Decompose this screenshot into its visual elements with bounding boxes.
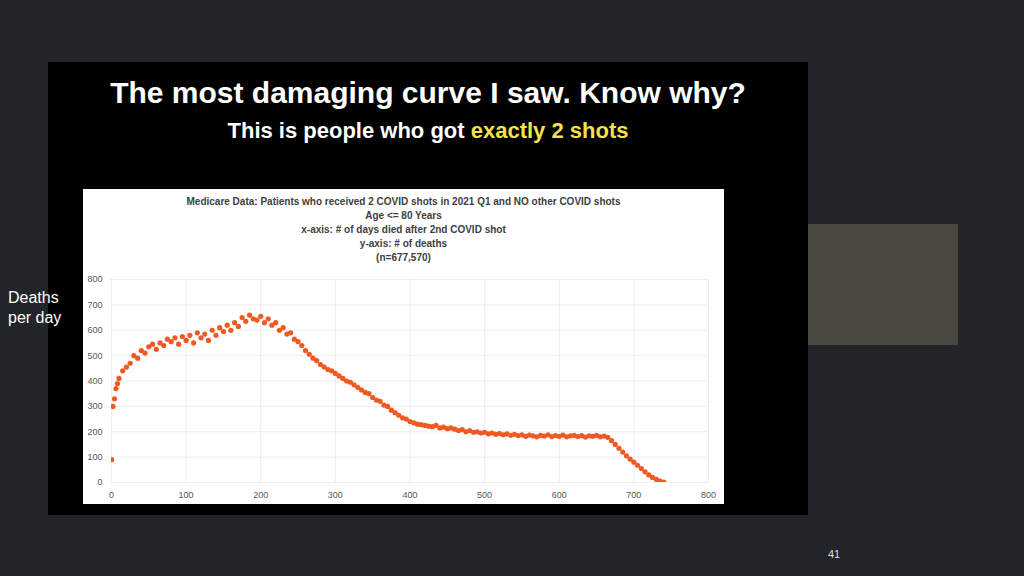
svg-text:0: 0 [109,490,114,500]
svg-text:500: 500 [477,490,492,500]
html-text:The most damaging curve I saw.: The most damaging curve I saw. Know why? [110,76,746,109]
html-text:x-axis: # of days died after 2: x-axis: # of days died after 2nd COVID s… [301,224,506,235]
html-text:Age <= 80 Years: Age <= 80 Years [365,210,442,221]
svg-text:700: 700 [626,490,641,500]
svg-text:800: 800 [701,490,716,500]
svg-text:200: 200 [87,427,102,437]
svg-text:0: 0 [97,477,102,487]
svg-text:600: 600 [552,490,567,500]
html-text:This is people who got exactly: This is people who got exactly 2 shots [227,118,629,143]
svg-text:600: 600 [87,325,102,335]
svg-text:400: 400 [87,376,102,386]
html-text:41: 41 [828,548,841,560]
svg-text:300: 300 [328,490,343,500]
svg-text:100: 100 [87,452,102,462]
svg-text:400: 400 [402,490,417,500]
html-text:Deaths per day: Deaths per day [8,289,62,326]
html-text:(n=677,570): (n=677,570) [376,252,431,263]
svg-text:200: 200 [253,490,268,500]
html-text:y-axis: # of deaths: y-axis: # of deaths [359,238,448,249]
svg-text:300: 300 [87,401,102,411]
svg-text:700: 700 [87,300,102,310]
html-text:Medicare Data: Patients who re: Medicare Data: Patients who received 2 C… [186,196,621,207]
svg-text:100: 100 [179,490,194,500]
svg-text:800: 800 [87,274,102,284]
svg-text:500: 500 [87,351,102,361]
